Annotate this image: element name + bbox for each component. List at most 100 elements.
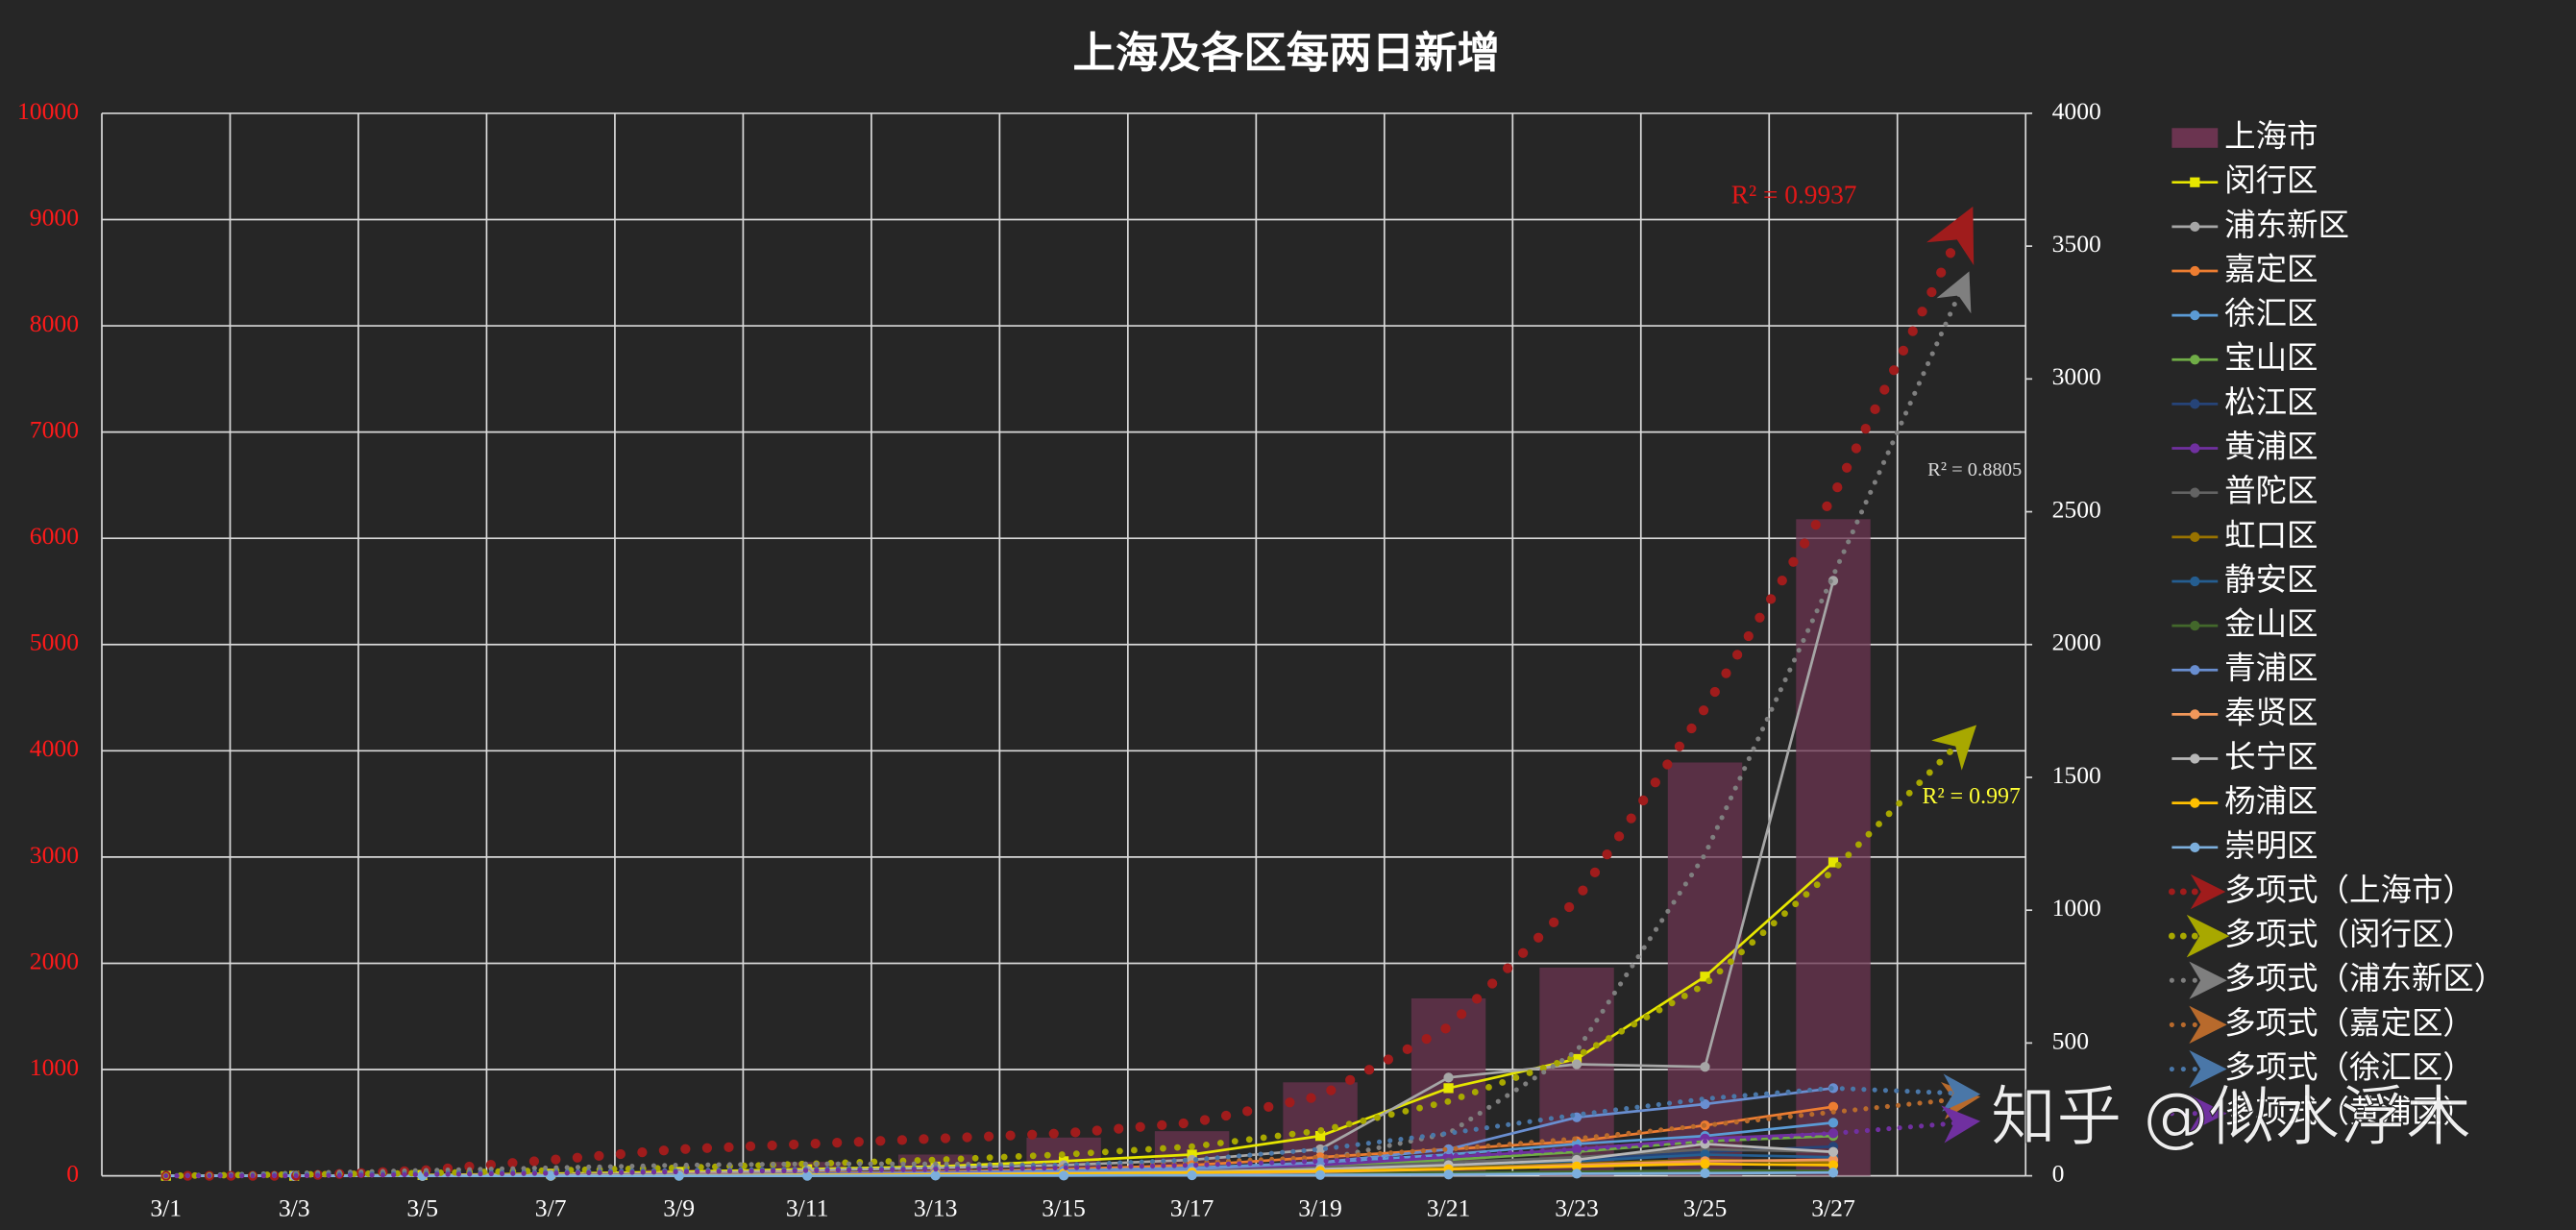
point [1828, 1168, 1839, 1178]
point [1314, 1131, 1326, 1142]
legend-marker [2190, 620, 2200, 631]
point [1828, 1160, 1839, 1170]
legend-label: 黄浦区 [2224, 429, 2318, 465]
x-tick-label: 3/25 [1683, 1193, 1728, 1221]
point [1700, 972, 1710, 982]
point [546, 1170, 556, 1181]
x-tick-label: 3/21 [1427, 1193, 1471, 1221]
x-tick-label: 3/27 [1811, 1193, 1855, 1221]
point [1700, 1098, 1710, 1110]
legend-marker [2190, 531, 2200, 542]
legend-label: 多项式（闵行区） [2224, 916, 2474, 952]
point [1443, 1083, 1454, 1094]
x-tick-label: 3/1 [150, 1193, 182, 1221]
legend-label: 崇明区 [2224, 827, 2318, 864]
y2-tick-label: 4000 [2052, 97, 2101, 125]
y-tick-label: 3000 [30, 841, 79, 869]
legend-label: 宝山区 [2224, 339, 2318, 376]
y2-tick-label: 2000 [2052, 628, 2101, 656]
point [1571, 1161, 1582, 1172]
y2-tick-label: 3500 [2052, 230, 2101, 258]
y-tick-label: 7000 [30, 416, 79, 444]
legend-label: 杨浦区 [2224, 783, 2318, 820]
watermark: 知乎 @似水浮木 [1991, 1080, 2471, 1156]
x-tick-label: 3/3 [279, 1193, 310, 1221]
trendline [162, 725, 1977, 1180]
y-tick-label: 10000 [17, 97, 79, 125]
legend-label: 多项式（嘉定区） [2224, 1004, 2474, 1041]
legend-marker [2190, 177, 2200, 187]
point [1314, 1144, 1326, 1155]
x-tick-label: 3/9 [663, 1193, 695, 1221]
point [1700, 1168, 1710, 1178]
legend-label: 多项式（上海市） [2224, 872, 2474, 908]
legend-label: 闵行区 [2224, 162, 2318, 199]
point [1187, 1169, 1197, 1181]
legend-label: 虹口区 [2224, 517, 2318, 554]
y-tick-label: 8000 [30, 309, 79, 337]
point [1314, 1169, 1326, 1180]
legend-marker [2190, 399, 2200, 409]
y2-tick-label: 500 [2052, 1026, 2089, 1054]
legend-label: 嘉定区 [2224, 251, 2318, 287]
trendline [160, 206, 1975, 1181]
legend-label: 长宁区 [2224, 739, 2318, 775]
point [1443, 1144, 1454, 1155]
point [1828, 1101, 1839, 1112]
legend-marker [2190, 798, 2200, 808]
y-tick-label: 4000 [30, 734, 79, 762]
x-tick-label: 3/15 [1042, 1193, 1086, 1221]
y-tick-label: 6000 [30, 522, 79, 550]
legend-marker [2190, 309, 2200, 321]
legend-label: 多项式（黄浦区） [2224, 1094, 2474, 1130]
legend-marker [2190, 265, 2200, 277]
y-tick-label: 5000 [30, 628, 79, 656]
point [1571, 1053, 1582, 1065]
legend-marker [2190, 576, 2200, 587]
point [1187, 1149, 1197, 1160]
y2-tick-label: 1500 [2052, 761, 2101, 789]
r2-label: R² = 0.997 [1923, 784, 2021, 809]
y2-tick-label: 2500 [2052, 495, 2101, 523]
point [1828, 1146, 1839, 1157]
y-tick-label: 1000 [30, 1053, 79, 1081]
legend-marker [2190, 842, 2200, 852]
legend-label: 静安区 [2224, 561, 2318, 598]
y-tick-label: 0 [66, 1159, 79, 1187]
trendline [163, 1073, 1981, 1179]
legend-label: 多项式（徐汇区） [2224, 1049, 2474, 1086]
point [1058, 1170, 1069, 1181]
r2-label: R² = 0.9937 [1731, 180, 1857, 209]
point [1828, 1118, 1839, 1128]
y-tick-label: 2000 [30, 947, 79, 974]
series-line [165, 1170, 1833, 1177]
x-tick-label: 3/7 [535, 1193, 567, 1221]
y2-tick-label: 3000 [2052, 362, 2101, 390]
r2-label: R² = 0.8805 [1927, 459, 2022, 480]
point [1700, 1062, 1710, 1072]
point [1571, 1168, 1582, 1179]
y2-tick-label: 1000 [2052, 894, 2101, 922]
legend-marker [2190, 355, 2200, 365]
legend-swatch [2171, 128, 2219, 148]
point [1700, 1159, 1710, 1169]
point [1571, 1059, 1582, 1070]
y-tick-label: 9000 [30, 203, 79, 231]
point [1443, 1169, 1454, 1180]
legend-label: 浦东新区 [2224, 207, 2349, 243]
legend-marker [2190, 753, 2200, 764]
legend-label: 普陀区 [2224, 473, 2318, 509]
chart-title: 上海及各区每两日新增 [1073, 29, 1500, 78]
point [930, 1170, 941, 1181]
legend-marker [2190, 221, 2200, 232]
x-tick-label: 3/17 [1170, 1193, 1214, 1221]
legend-marker [2190, 443, 2200, 454]
legend-label: 奉贤区 [2224, 694, 2318, 730]
point [1828, 857, 1839, 868]
legend-label: 松江区 [2224, 383, 2318, 420]
legend-label: 徐汇区 [2224, 295, 2318, 332]
point [802, 1170, 813, 1181]
legend-marker [2190, 665, 2200, 676]
x-tick-label: 3/11 [786, 1193, 829, 1221]
